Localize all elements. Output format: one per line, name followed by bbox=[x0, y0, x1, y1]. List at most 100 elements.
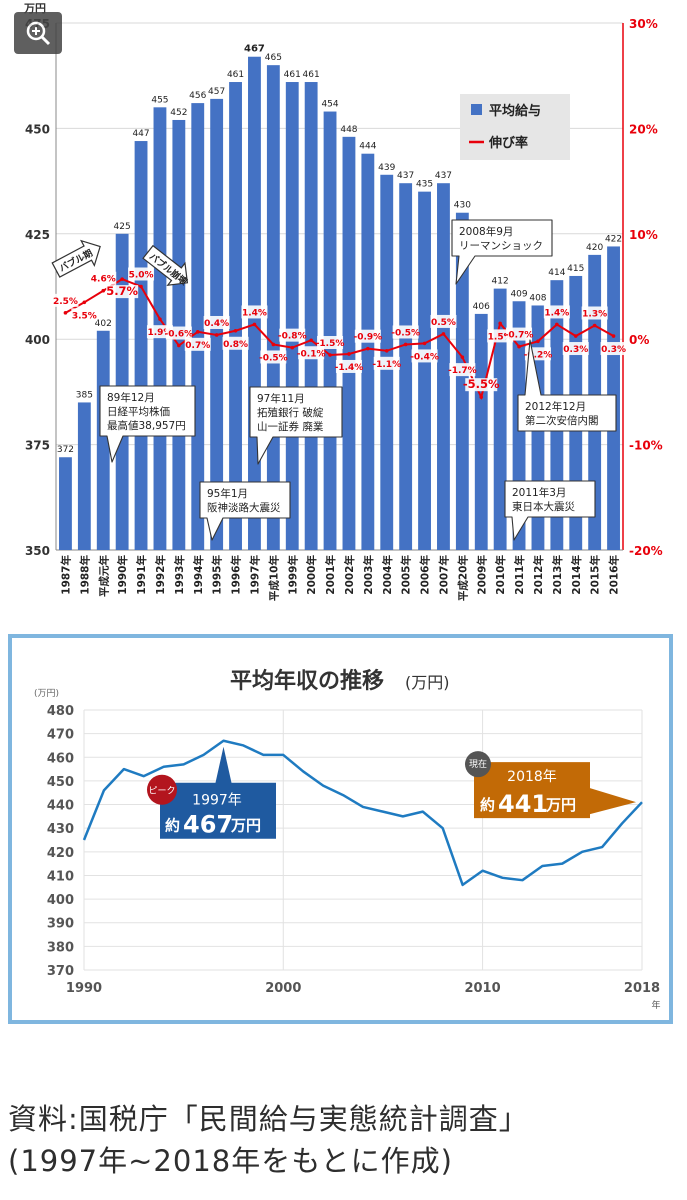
callout-nikkei-peak-box bbox=[99, 385, 196, 463]
bar bbox=[134, 141, 148, 550]
growth-rate-point bbox=[403, 342, 408, 347]
x-tick-label: 平成10年 bbox=[267, 555, 280, 602]
callout-nikkei-peak-line: 最高値38,957円 bbox=[107, 419, 186, 432]
y-tick-label: 370 bbox=[47, 964, 74, 979]
callout-lehman-shock-line: リーマンショック bbox=[459, 240, 543, 252]
current-callout-box bbox=[474, 762, 636, 819]
peak-value: 467 bbox=[183, 811, 233, 839]
callout-tohoku-earthquake-box bbox=[504, 480, 596, 541]
growth-rate-point bbox=[479, 395, 484, 399]
x-tick-label: 2003年 bbox=[362, 555, 375, 595]
growth-label-bg bbox=[128, 267, 155, 281]
bar-value-label: 409 bbox=[510, 289, 527, 299]
bar bbox=[77, 402, 91, 550]
bar bbox=[285, 82, 299, 551]
growth-label-bg bbox=[562, 342, 589, 356]
growth-rate-label: 1.4% bbox=[242, 308, 267, 318]
y2-tick-label: 10% bbox=[629, 228, 658, 242]
growth-label-bg bbox=[90, 271, 117, 285]
y-tick-label: 420 bbox=[47, 846, 74, 861]
bar bbox=[304, 82, 318, 551]
current-unit: 万円 bbox=[545, 796, 576, 814]
growth-rate-label: -0.5% bbox=[259, 353, 288, 363]
growth-label-bg bbox=[354, 329, 381, 343]
y-tick-label: 440 bbox=[47, 799, 74, 814]
bar bbox=[474, 313, 488, 550]
growth-label-bg bbox=[411, 349, 438, 363]
bar-value-label: 415 bbox=[567, 264, 584, 274]
bubble-burst-arrow: バブル崩壊 bbox=[142, 244, 190, 288]
growth-rate-point bbox=[347, 352, 351, 356]
x-tick-label: 2005年 bbox=[400, 555, 413, 595]
x-tick-label: 2015年 bbox=[589, 555, 602, 595]
x-tick-label: 2013年 bbox=[551, 555, 564, 595]
growth-rate-point bbox=[517, 344, 521, 349]
growth-rate-point bbox=[139, 284, 143, 289]
legend-bar-swatch bbox=[471, 104, 482, 115]
bar bbox=[437, 183, 450, 550]
bar-value-label: 455 bbox=[151, 95, 168, 105]
growth-rate-point bbox=[366, 346, 370, 351]
bar bbox=[342, 136, 356, 550]
bar-value-label: 408 bbox=[529, 293, 546, 303]
bar-value-label: 447 bbox=[132, 129, 149, 139]
x-tick-label: 1997年 bbox=[248, 555, 261, 595]
callout-lehman-shock-line: 2008年9月 bbox=[459, 225, 513, 238]
callout-lehman-shock-box bbox=[451, 219, 553, 285]
source-line-1: 資料:国税庁「民間給与実態統計調査」 bbox=[8, 1102, 529, 1136]
growth-rate-point bbox=[555, 322, 559, 327]
zoom-button[interactable] bbox=[14, 12, 62, 54]
bar bbox=[191, 103, 205, 550]
growth-rate-label: -0.7% bbox=[505, 331, 534, 341]
y-tick-label: 450 bbox=[47, 775, 74, 790]
callout-bank-collapse-line: 97年11月 bbox=[257, 392, 305, 405]
bar bbox=[323, 111, 337, 550]
callout-tohoku-earthquake-line: 東日本大震災 bbox=[512, 500, 575, 513]
growth-rate-label: 0.8% bbox=[223, 340, 248, 350]
bar bbox=[59, 457, 72, 550]
bar-value-label: 412 bbox=[492, 277, 509, 287]
bar bbox=[361, 153, 375, 551]
growth-label-bg bbox=[241, 305, 268, 319]
bar-value-label: 444 bbox=[359, 142, 376, 152]
bar-value-label: 454 bbox=[321, 100, 338, 110]
growth-rate-point bbox=[573, 334, 578, 338]
callout-bank-collapse-box bbox=[249, 386, 343, 465]
growth-rate-point bbox=[82, 300, 87, 305]
growth-rate-label: 0.3% bbox=[601, 345, 626, 355]
growth-label-bg bbox=[392, 325, 419, 339]
current-badge-label: 現在 bbox=[469, 758, 487, 770]
growth-label-bg bbox=[430, 314, 457, 328]
bar-value-label: 448 bbox=[340, 125, 357, 135]
callout-abe-cabinet-line: 2012年12月 bbox=[525, 400, 586, 413]
bar bbox=[229, 82, 242, 551]
x-tick-label: 2006年 bbox=[419, 555, 432, 595]
growth-rate-point bbox=[158, 317, 162, 321]
bar-line-chart: 350375400425450475-20%-10%0%10%20%30%万円3… bbox=[23, 2, 663, 602]
growth-rate-point bbox=[384, 348, 389, 353]
x-tick-label: 1990 bbox=[66, 981, 102, 996]
growth-label-bg bbox=[600, 342, 627, 356]
growth-rate-point bbox=[120, 277, 124, 281]
y-tick-label: 400 bbox=[25, 333, 50, 347]
x-tick-label: 1992年 bbox=[154, 555, 167, 595]
chart-title: 平均年収の推移 bbox=[230, 668, 384, 694]
growth-rate-point bbox=[460, 355, 465, 359]
growth-rate-label: -5.5% bbox=[463, 377, 500, 391]
growth-label-bg bbox=[203, 315, 230, 329]
growth-rate-point bbox=[290, 345, 295, 350]
growth-rate-label: 5.0% bbox=[129, 271, 154, 281]
x-tick-label: 2018 bbox=[624, 981, 660, 996]
x-tick-label: 1987年 bbox=[59, 555, 72, 595]
x-tick-label: 2014年 bbox=[570, 555, 583, 595]
growth-rate-point bbox=[252, 322, 257, 327]
bar bbox=[266, 65, 280, 550]
bar-value-label: 437 bbox=[397, 171, 414, 181]
growth-rate-label: 1.9% bbox=[147, 328, 172, 338]
growth-rate-label: -0.5% bbox=[391, 328, 420, 338]
growth-rate-label: -0.6% bbox=[164, 330, 193, 340]
growth-rate-label: 5.7% bbox=[106, 284, 138, 298]
growth-rate-label: 0.7% bbox=[185, 341, 210, 351]
